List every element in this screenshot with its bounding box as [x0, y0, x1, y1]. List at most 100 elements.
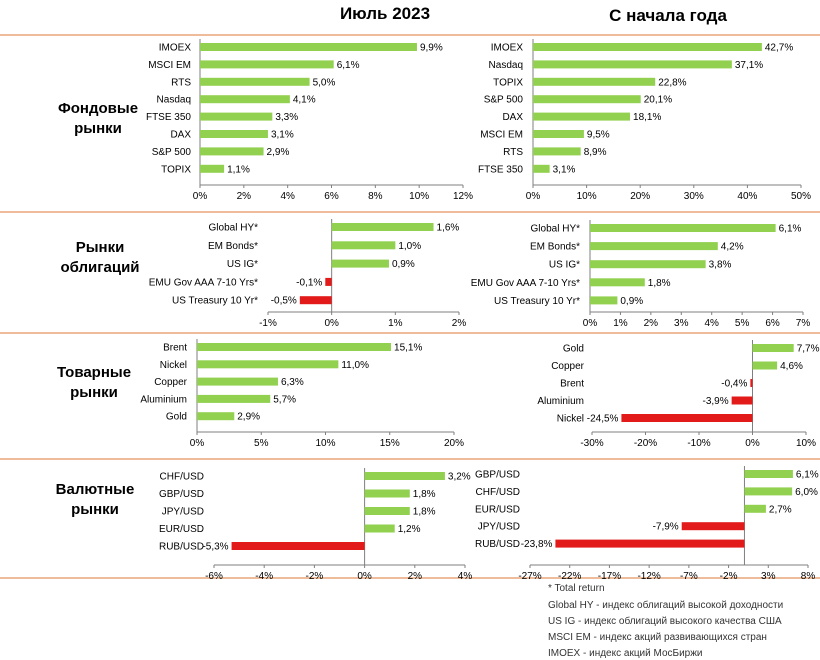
bar — [752, 361, 778, 370]
x-tick-label: 0% — [526, 191, 541, 202]
category-label: RUB/USD — [159, 542, 204, 553]
bar — [590, 224, 776, 232]
data-label: 1,1% — [227, 164, 250, 175]
x-tick-label: 6% — [765, 318, 780, 329]
x-tick-label: -20% — [634, 438, 657, 449]
bar — [750, 379, 753, 387]
category-label: EM Bonds* — [530, 242, 580, 253]
section-title-commodities: Товарные рынки — [57, 364, 131, 401]
bar — [200, 147, 264, 156]
bar — [197, 377, 278, 386]
data-label: 6,1% — [337, 60, 360, 71]
bar — [364, 489, 410, 498]
data-label: 1,6% — [437, 223, 460, 234]
chart-fx-ytd: -27% -22% -17% -12% -7% -2% 3% 8% GBP/USD 6,1% CHF… — [475, 466, 819, 582]
bar — [197, 412, 235, 421]
x-tick-label: 15% — [380, 438, 400, 449]
x-tick-label: -17% — [598, 571, 621, 582]
category-label: GBP/USD — [475, 470, 520, 481]
bar — [200, 60, 334, 69]
category-label: Copper — [154, 377, 187, 388]
bar — [200, 77, 310, 86]
data-label: 22,8% — [658, 77, 686, 88]
x-tick-label: 40% — [737, 191, 757, 202]
x-tick-label: -10% — [687, 438, 710, 449]
section-title-fx: Валютные рынки — [56, 481, 135, 518]
bar — [533, 77, 656, 86]
x-tick-label: 3% — [674, 318, 689, 329]
bar — [555, 539, 745, 548]
x-tick-label: 20% — [630, 191, 650, 202]
x-tick-label: 0% — [190, 438, 205, 449]
data-label: 6,3% — [281, 377, 304, 388]
data-label: 11,0% — [341, 360, 369, 371]
data-label: -0,1% — [296, 277, 322, 288]
bar — [533, 164, 550, 173]
bar — [200, 43, 417, 51]
x-tick-label: -30% — [580, 438, 603, 449]
category-label: DAX — [170, 130, 191, 141]
category-label: DAX — [502, 112, 523, 123]
chart-bonds-ytd: 0% 1% 2% 3% 4% 5% 6% 7% Global HY* 6,1% EM Bonds* 4… — [471, 220, 811, 329]
category-label: MSCI EM — [148, 60, 191, 71]
x-tick-label: 12% — [453, 191, 473, 202]
x-tick-label: 7% — [796, 318, 811, 329]
x-tick-label: -4% — [255, 571, 273, 582]
category-label: Global HY* — [531, 224, 581, 235]
chart-stocks-ytd: 0% 10% 20% 30% 40% 50% IMOEX 42,7% Nasdaq 37,1% TO… — [478, 39, 811, 202]
x-tick-label: 8% — [801, 571, 816, 582]
bar — [331, 259, 389, 268]
x-tick-label: 30% — [684, 191, 704, 202]
x-tick-label: 3% — [761, 571, 776, 582]
bar — [533, 95, 641, 104]
category-label: US IG* — [549, 260, 580, 271]
x-tick-label: 2% — [644, 318, 659, 329]
data-label: 6,0% — [795, 487, 818, 498]
x-tick-label: -2% — [306, 571, 324, 582]
bar — [533, 130, 584, 138]
category-label: Copper — [551, 361, 584, 372]
bar — [590, 242, 718, 251]
category-label: RUB/USD — [475, 539, 520, 550]
data-label: 8,9% — [584, 147, 607, 158]
x-tick-label: 5% — [735, 318, 750, 329]
section-title-line: рынки — [71, 501, 119, 518]
section-title-line: Рынки — [76, 239, 125, 256]
section-separators — [0, 34, 820, 579]
x-tick-label: 2% — [408, 571, 423, 582]
footnote: MSCI EM - индекс акций развивающихся стр… — [548, 632, 767, 643]
x-tick-label: 4% — [704, 318, 719, 329]
category-label: Nasdaq — [157, 95, 191, 106]
x-tick-label: 5% — [254, 438, 269, 449]
chart-commodities-ytd: -30% -20% -10% 0% 10% Gold 7,7% Copper 4,6% Brent… — [537, 340, 820, 449]
category-label: GBP/USD — [159, 489, 204, 500]
bar — [364, 472, 445, 480]
x-tick-label: 10% — [577, 191, 597, 202]
data-label: 1,2% — [398, 524, 421, 535]
section-title-line: Фондовые — [58, 100, 138, 117]
category-label: Global HY* — [209, 223, 259, 234]
data-label: 1,0% — [398, 241, 421, 252]
bar — [533, 112, 631, 121]
category-label: Brent — [163, 343, 187, 354]
bar — [331, 241, 396, 250]
category-label: Nickel — [557, 414, 584, 425]
category-label: EM Bonds* — [208, 241, 258, 252]
x-tick-label: 6% — [324, 191, 339, 202]
x-tick-label: 0% — [193, 191, 208, 202]
x-tick-label: 10% — [315, 438, 335, 449]
section-title-bonds: Рынки облигаций — [60, 239, 139, 276]
data-label: 4,1% — [293, 95, 316, 106]
section-title-line: рынки — [70, 384, 118, 401]
x-tick-label: 20% — [444, 438, 464, 449]
x-tick-label: 4% — [280, 191, 295, 202]
category-label: US Treasury 10 Yr* — [494, 296, 580, 307]
category-label: Brent — [560, 379, 584, 390]
data-label: 1,8% — [413, 507, 436, 518]
category-label: Nasdaq — [489, 60, 523, 71]
data-label: -5,3% — [202, 542, 228, 553]
section-title-line: Товарные — [57, 364, 131, 381]
footnotes: * Total return Global HY - индекс облига… — [548, 583, 783, 659]
footnote: * Total return — [548, 583, 605, 594]
data-label: 5,0% — [313, 77, 336, 88]
